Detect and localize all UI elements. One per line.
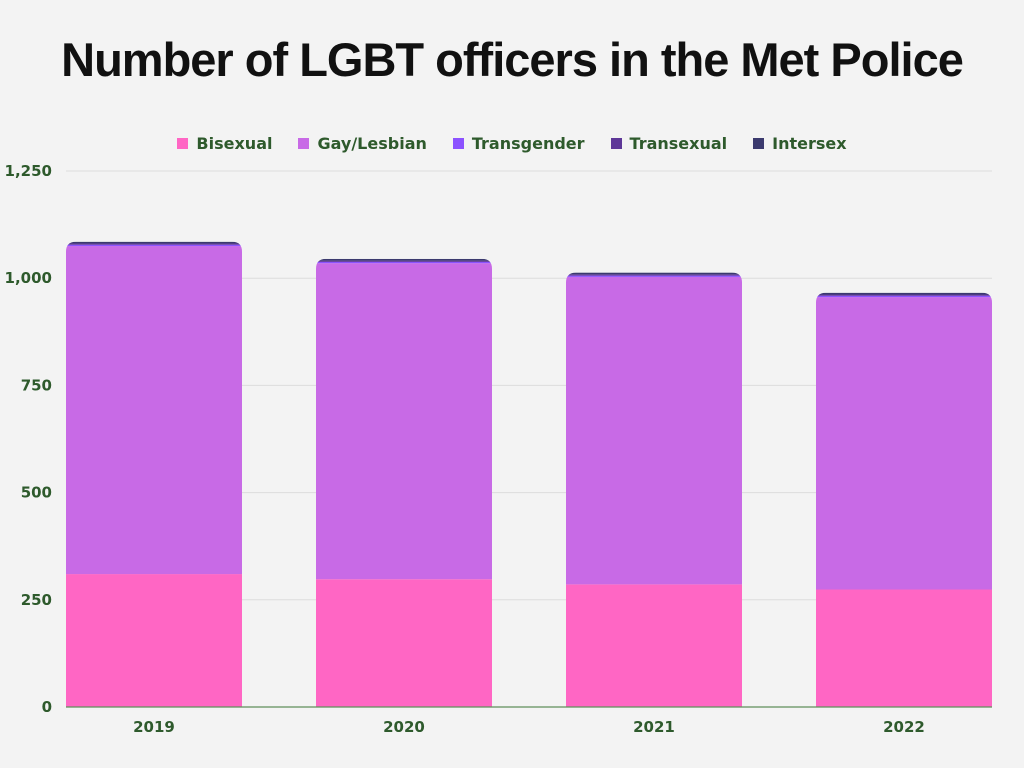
bar-transexual-2022 — [816, 294, 992, 296]
y-tick-label: 0 — [42, 698, 52, 716]
bar-transexual-2020 — [316, 260, 492, 262]
y-tick-label: 1,000 — [5, 269, 52, 287]
bar-intersex-2019 — [66, 241, 242, 244]
x-tick-label: 2019 — [133, 718, 175, 736]
bar-transgender-2019 — [66, 244, 242, 247]
legend-swatch-bisexual — [177, 137, 189, 149]
bar-transgender-2021 — [566, 275, 742, 277]
bar-transexual-2019 — [66, 243, 242, 245]
bar-gay-lesbian-2021 — [566, 276, 742, 585]
bar-gay-lesbian-2020 — [316, 263, 492, 580]
y-tick-label: 250 — [21, 591, 52, 609]
y-tick-label: 1,250 — [5, 162, 52, 180]
y-tick-label: 500 — [21, 484, 52, 502]
legend-swatch-intersex — [753, 137, 765, 149]
x-tick-label: 2020 — [383, 718, 425, 736]
bar-transexual-2021 — [566, 274, 742, 276]
bar-bisexual-2020 — [316, 579, 492, 707]
bar-intersex-2020 — [316, 258, 492, 261]
legend-label-transexual: Transexual — [629, 133, 728, 153]
bars — [66, 241, 992, 707]
x-tick-label: 2021 — [633, 718, 675, 736]
legend-item-transexual: Transexual — [610, 133, 728, 153]
bar-gay-lesbian-2022 — [816, 297, 992, 590]
bar-intersex-2021 — [566, 272, 742, 275]
bar-transgender-2020 — [316, 261, 492, 264]
legend-swatch-gay-lesbian — [298, 137, 310, 149]
legend-swatch-transgender — [452, 137, 464, 149]
y-tick-label: 750 — [21, 376, 52, 394]
bar-stack-2020 — [316, 258, 492, 707]
legend-item-bisexual: Bisexual — [177, 134, 272, 153]
legend-item-intersex: Intersex — [753, 133, 847, 153]
legend: Bisexual Gay/Lesbian Transgender Transex… — [0, 131, 1024, 155]
bar-stack-2021 — [566, 272, 742, 707]
legend-label-intersex: Intersex — [772, 133, 847, 153]
bar-gay-lesbian-2019 — [66, 246, 242, 575]
chart-title: Number of LGBT officers in the Met Polic… — [61, 33, 964, 86]
y-axis-ticks: 0 250 500 750 1,000 1,250 — [5, 162, 52, 716]
bar-bisexual-2021 — [566, 584, 742, 707]
legend-label-transgender: Transgender — [471, 133, 585, 153]
legend-swatch-transexual — [610, 137, 622, 149]
legend-item-transgender: Transgender — [452, 133, 585, 153]
bar-stack-2019 — [66, 241, 242, 707]
x-tick-label: 2022 — [883, 718, 925, 736]
bar-transgender-2022 — [816, 295, 992, 298]
legend-item-gay-lesbian: Gay/Lesbian — [298, 133, 427, 153]
legend-label-bisexual: Bisexual — [196, 133, 273, 153]
bar-bisexual-2022 — [816, 589, 992, 707]
bar-stack-2022 — [816, 292, 992, 707]
bar-intersex-2022 — [816, 292, 992, 295]
x-axis-ticks: 2019 2020 2021 2022 — [133, 718, 925, 736]
legend-label-gay-lesbian: Gay/Lesbian — [317, 133, 427, 153]
bar-bisexual-2019 — [66, 574, 242, 707]
